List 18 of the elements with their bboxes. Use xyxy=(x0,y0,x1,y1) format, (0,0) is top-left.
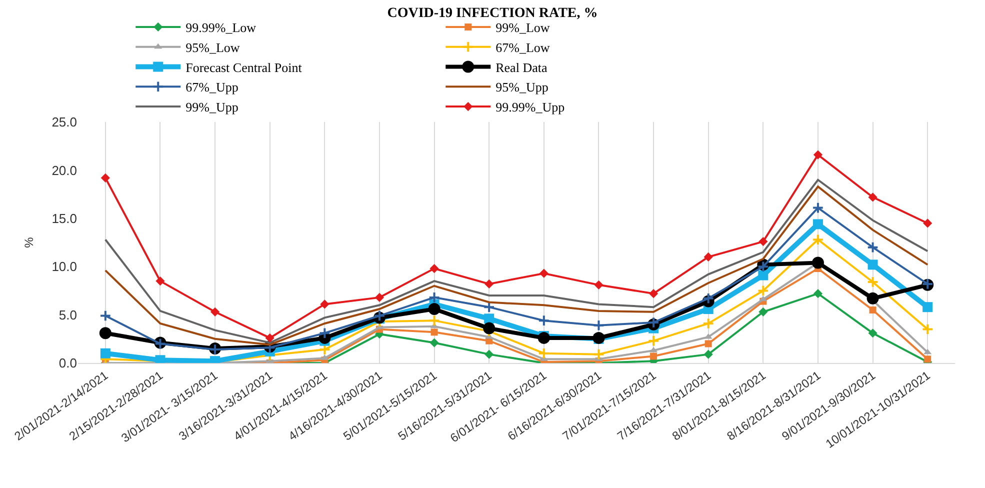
y-tick-label: 20.0 xyxy=(52,162,77,178)
legend-label: 95%_Low xyxy=(186,40,240,55)
y-tick-label: 10.0 xyxy=(52,259,77,274)
legend-label: 67%_Upp xyxy=(186,80,238,95)
y-axis-title: % xyxy=(22,236,36,248)
legend-label: 67%_Low xyxy=(496,40,550,55)
y-tick-label: 0.0 xyxy=(58,356,77,371)
legend-label: 95%_Upp xyxy=(496,80,548,95)
legend-label: 99%_Upp xyxy=(186,100,238,115)
legend-label: 99%_Low xyxy=(496,20,550,36)
chart-title: COVID-19 INFECTION RATE, % xyxy=(387,6,598,22)
legend-label: Forecast Central Point xyxy=(186,60,302,75)
y-tick-label: 15.0 xyxy=(52,210,77,226)
y-tick-label: 5.0 xyxy=(58,307,77,322)
legend-label: Real Data xyxy=(496,60,548,75)
y-tick-label: 25.0 xyxy=(52,114,77,130)
legend-label: 99.99%_Low xyxy=(186,20,257,36)
legend-label: 99.99%_Upp xyxy=(496,100,565,115)
